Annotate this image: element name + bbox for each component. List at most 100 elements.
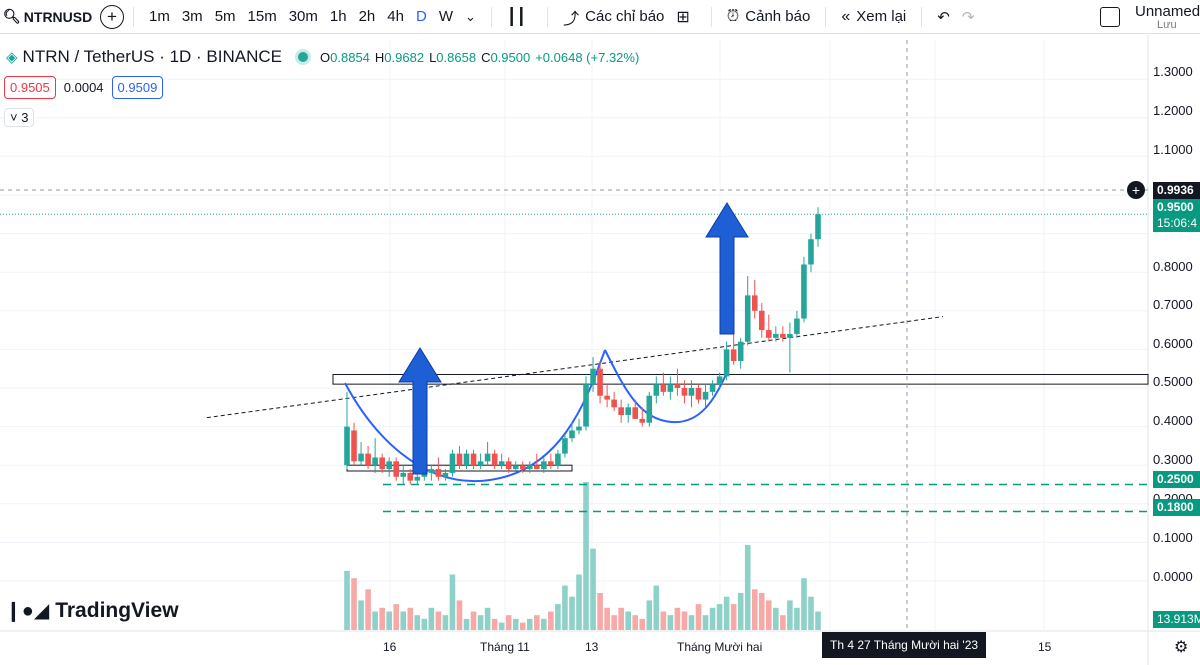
candle-body bbox=[773, 333, 779, 338]
indicators-count: 3 bbox=[21, 110, 29, 125]
volume-bar bbox=[358, 600, 364, 630]
price-label: 0.0000 bbox=[1153, 569, 1193, 584]
volume-bar bbox=[773, 607, 779, 630]
redo-button[interactable]: ↷ bbox=[956, 0, 981, 34]
candle-body bbox=[463, 453, 470, 466]
interval-3m[interactable]: 3m bbox=[181, 8, 203, 25]
indicators-button[interactable]: ⤴ Các chỉ báo bbox=[557, 0, 670, 34]
time-label: 16 bbox=[383, 640, 397, 654]
interval-5m[interactable]: 5m bbox=[214, 8, 236, 25]
neutron-logo-icon: ◈ bbox=[6, 49, 18, 66]
alert-button[interactable]: ⏰︎ Cảnh báo bbox=[721, 0, 817, 34]
alarm-icon: ⏰︎ bbox=[726, 7, 740, 25]
toolbar-divider bbox=[921, 6, 923, 27]
candle-body bbox=[428, 469, 435, 473]
buy-price-button[interactable]: 0.9509 bbox=[111, 76, 164, 99]
replay-button[interactable]: « Xem lại bbox=[835, 0, 912, 34]
candle-body bbox=[618, 407, 624, 416]
time-label: 15 bbox=[1038, 640, 1052, 654]
interval-menu-button[interactable]: ⌄ bbox=[459, 0, 482, 34]
change-value: +0.0648 (+7.32%) bbox=[535, 49, 640, 65]
candle-body bbox=[555, 453, 561, 466]
interval-4h[interactable]: 4h bbox=[387, 8, 404, 25]
candle-body bbox=[808, 239, 814, 265]
price-label: 0.7000 bbox=[1153, 297, 1193, 312]
volume-bar bbox=[344, 570, 350, 630]
volume-bar bbox=[801, 578, 807, 630]
open-key: O bbox=[320, 49, 331, 65]
interval-15m[interactable]: 15m bbox=[247, 8, 277, 25]
candle-body bbox=[815, 214, 821, 240]
volume-bar bbox=[505, 615, 512, 630]
candle-body bbox=[526, 465, 533, 470]
volume-bar bbox=[555, 604, 561, 630]
ohlc-values: O0.8854 H0.9682 L0.8658 C0.9500 +0.0648 … bbox=[320, 50, 639, 65]
interval-W[interactable]: W bbox=[438, 8, 453, 25]
volume-bar bbox=[716, 604, 723, 630]
templates-button[interactable]: ⊞ bbox=[670, 0, 701, 34]
price-label: 1.1000 bbox=[1153, 142, 1193, 157]
volume-bar bbox=[709, 607, 716, 630]
candle-body bbox=[519, 465, 526, 470]
sell-price-button[interactable]: 0.9505 bbox=[4, 76, 56, 99]
volume-bar bbox=[787, 600, 793, 630]
volume-bar bbox=[808, 596, 814, 630]
volume-bar bbox=[569, 596, 575, 630]
spread-value: 0.0004 bbox=[63, 80, 104, 95]
tradingview-logo[interactable]: ❙●◢ TradingView bbox=[5, 598, 179, 623]
candle-body bbox=[583, 384, 589, 427]
symbol-search[interactable]: 🔍︎ NTRNUSD bbox=[0, 0, 96, 34]
compare-symbol-button[interactable]: + bbox=[100, 4, 124, 29]
volume-bar bbox=[365, 589, 371, 630]
interval-30m[interactable]: 30m bbox=[288, 8, 318, 25]
candle-body bbox=[562, 438, 568, 454]
volume-bar bbox=[667, 615, 674, 630]
chart-type-button[interactable]: ┃┃ bbox=[501, 0, 538, 34]
add-alert-plus-icon[interactable]: + bbox=[1127, 181, 1145, 199]
volume-bar bbox=[379, 607, 385, 630]
interval-1h[interactable]: 1h bbox=[329, 8, 347, 25]
candle-body bbox=[569, 430, 575, 439]
volume-bar bbox=[758, 593, 765, 630]
interval-D[interactable]: D bbox=[415, 8, 427, 25]
interval-2h[interactable]: 2h bbox=[358, 8, 376, 25]
replay-label: Xem lại bbox=[856, 8, 907, 25]
undo-button[interactable]: ↶ bbox=[931, 0, 956, 34]
volume-bar bbox=[590, 548, 596, 630]
volume-bar bbox=[414, 615, 421, 630]
candle-body bbox=[681, 388, 688, 396]
candle-body bbox=[372, 457, 378, 466]
volume-bar bbox=[541, 618, 547, 630]
volume-bar bbox=[477, 615, 484, 630]
resistance-zone bbox=[332, 373, 1149, 385]
gear-icon[interactable]: ⚙ bbox=[1174, 639, 1189, 656]
redo-icon: ↷ bbox=[961, 8, 975, 26]
layout-name[interactable]: Unnamed bbox=[1135, 3, 1200, 20]
candle-body bbox=[512, 465, 519, 470]
low-value: 0.8658 bbox=[436, 49, 477, 65]
last-price-tag: 0.9500 bbox=[1153, 199, 1200, 216]
candle-body bbox=[484, 453, 491, 462]
support-price-tag-1: 0.2500 bbox=[1153, 471, 1200, 488]
toolbar-divider bbox=[547, 6, 549, 27]
legend-title[interactable]: NTRN / TetherUS · 1D · BINANCE bbox=[22, 47, 283, 66]
interval-1m[interactable]: 1m bbox=[149, 8, 170, 25]
candle-body bbox=[695, 388, 702, 400]
candle-body bbox=[498, 461, 505, 466]
candle-body bbox=[632, 407, 639, 419]
toolbar-divider bbox=[825, 6, 827, 27]
volume-bar bbox=[674, 607, 681, 630]
candle-body bbox=[639, 418, 646, 423]
layout-icon[interactable] bbox=[1100, 7, 1120, 27]
candle-body bbox=[688, 388, 695, 396]
price-label: 0.8000 bbox=[1153, 259, 1193, 274]
price-chart[interactable] bbox=[0, 35, 1200, 665]
volume-value-tag: 13.913M bbox=[1153, 611, 1200, 628]
candle-body bbox=[794, 318, 800, 334]
indicators-collapse-toggle[interactable]: ˅ 3 bbox=[4, 108, 35, 127]
alert-label: Cảnh báo bbox=[745, 8, 811, 25]
save-label[interactable]: Lưu bbox=[1157, 19, 1177, 31]
candle-body bbox=[766, 330, 772, 338]
candle-body bbox=[590, 368, 596, 385]
volume-bar bbox=[766, 600, 772, 630]
